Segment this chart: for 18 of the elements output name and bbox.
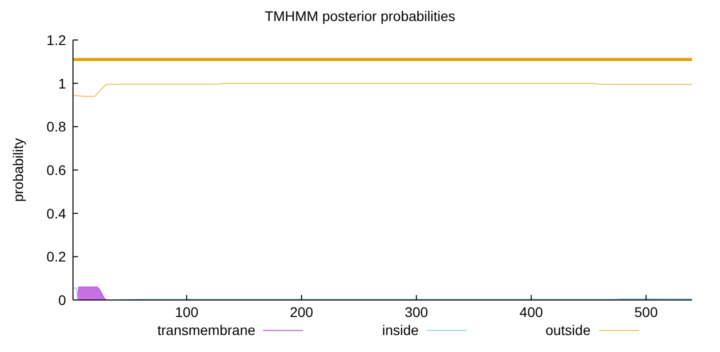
line-series bbox=[73, 82, 692, 97]
x-tick-label: 300 bbox=[404, 304, 428, 320]
y-tick-label: 0.2 bbox=[46, 248, 66, 265]
chart-title: TMHMM posterior probabilities bbox=[264, 8, 456, 26]
y-tick-label: 0.8 bbox=[46, 118, 66, 135]
y-tick-label: 1 bbox=[58, 75, 66, 92]
legend-label: outside bbox=[545, 322, 591, 338]
y-tick-label: 0.4 bbox=[46, 205, 66, 222]
x-tick-label: 500 bbox=[634, 304, 658, 320]
legend-label: inside bbox=[382, 322, 419, 338]
y-axis-title: probability bbox=[10, 138, 26, 202]
legend-label: transmembrane bbox=[157, 322, 256, 338]
y-tick-label: 0 bbox=[58, 292, 66, 308]
x-tick-label: 400 bbox=[520, 304, 544, 320]
x-tick-label: 100 bbox=[175, 304, 199, 320]
y-tick-label: 0.6 bbox=[46, 162, 66, 178]
x-tick-label: 200 bbox=[290, 304, 314, 320]
y-tick-label: 1.2 bbox=[46, 32, 66, 48]
